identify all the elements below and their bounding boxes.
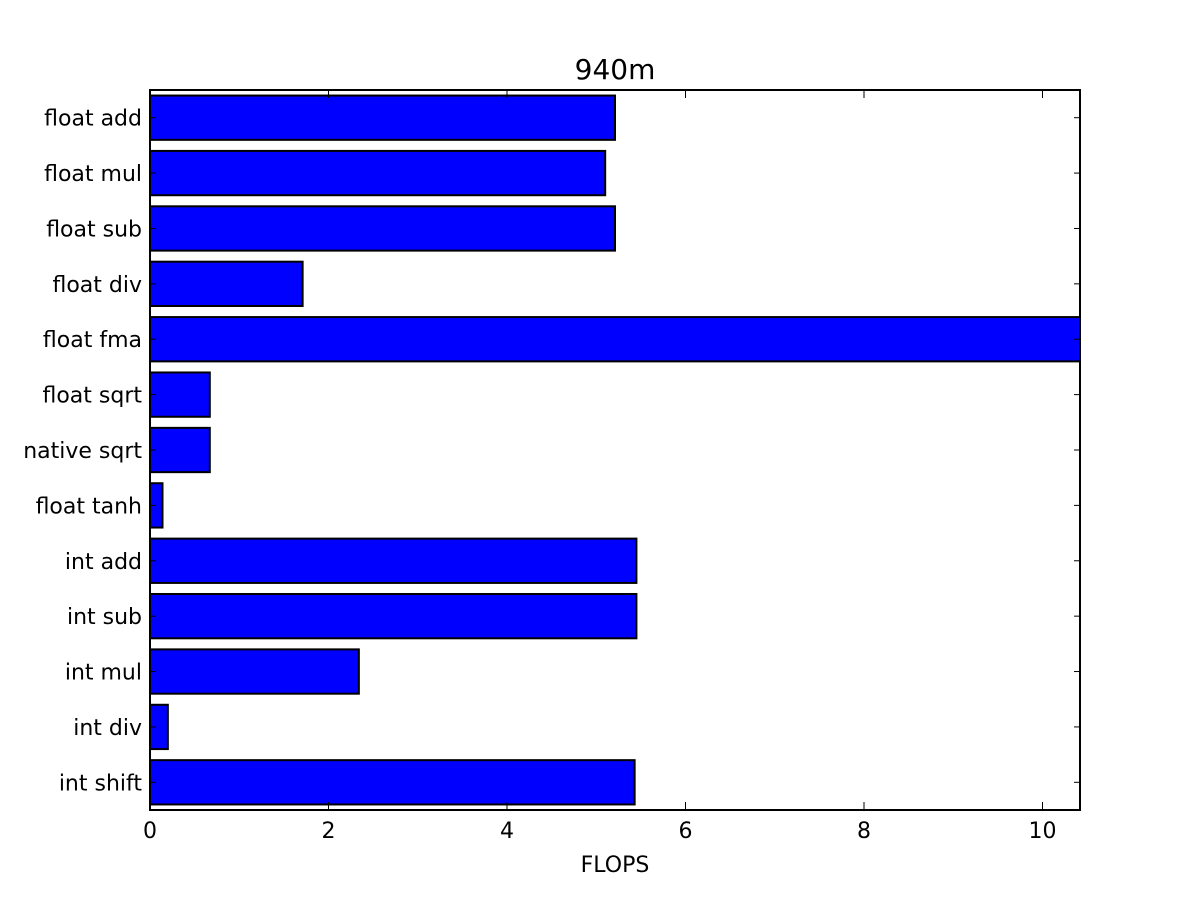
x-tick-label: 4 bbox=[500, 819, 514, 844]
bar-int-sub bbox=[149, 593, 638, 640]
y-tick-label: int shift bbox=[59, 771, 143, 796]
y-tick-label: float div bbox=[52, 273, 142, 298]
chart-title: 940m bbox=[575, 53, 656, 86]
bar-float-sub bbox=[149, 205, 616, 252]
bar-float-mul bbox=[149, 149, 607, 197]
x-axis-label: FLOPS bbox=[581, 853, 650, 878]
bar-float-sqrt bbox=[149, 371, 211, 418]
bar-int-mul bbox=[149, 648, 360, 695]
x-tick-label: 8 bbox=[857, 819, 871, 844]
bar-float-add bbox=[149, 94, 616, 141]
x-tick-label: 6 bbox=[679, 819, 693, 844]
y-tick-label: native sqrt bbox=[23, 439, 142, 464]
y-tick-label: float sqrt bbox=[42, 384, 142, 409]
y-tick-label: int mul bbox=[65, 661, 142, 686]
x-tick-label: 2 bbox=[322, 819, 336, 844]
x-tick-label: 0 bbox=[143, 819, 157, 844]
bar-float-fma bbox=[149, 316, 1081, 363]
bar-native-sqrt bbox=[149, 426, 211, 474]
y-tick-label: float add bbox=[44, 107, 142, 132]
y-tick-label: int sub bbox=[67, 605, 142, 630]
y-tick-label: float tanh bbox=[36, 494, 142, 519]
y-tick-label: float fma bbox=[43, 328, 142, 353]
y-axis-ticks: float add float mul float sub float div floa… bbox=[23, 107, 1080, 796]
bar-int-shift bbox=[149, 759, 636, 806]
bars-layer bbox=[149, 94, 1081, 806]
x-axis-ticks: 0 2 4 6 8 10 bbox=[143, 90, 1057, 844]
y-tick-label: float sub bbox=[46, 217, 142, 242]
y-tick-label: float mul bbox=[44, 162, 142, 187]
y-tick-label: int add bbox=[65, 550, 142, 575]
y-tick-label: int div bbox=[73, 716, 142, 741]
bar-int-add bbox=[149, 537, 638, 584]
bar-float-div bbox=[149, 260, 304, 308]
x-tick-label: 10 bbox=[1029, 819, 1057, 844]
plot-frame bbox=[149, 89, 1081, 811]
